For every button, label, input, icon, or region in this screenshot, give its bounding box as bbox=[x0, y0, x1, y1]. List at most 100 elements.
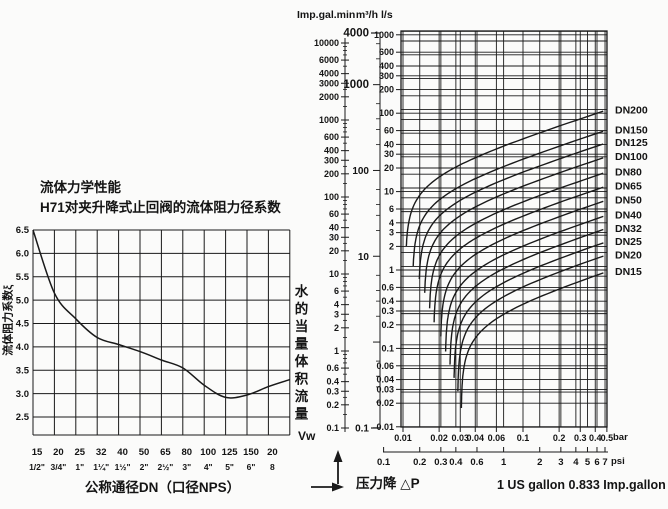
svg-text:1: 1 bbox=[501, 457, 507, 468]
svg-text:6000: 6000 bbox=[319, 55, 339, 65]
bar-unit-label: bar bbox=[613, 432, 628, 443]
svg-text:7: 7 bbox=[602, 457, 607, 468]
svg-text:3: 3 bbox=[334, 309, 339, 319]
svg-text:4.5: 4.5 bbox=[16, 319, 30, 330]
left-chart-grid bbox=[32, 229, 291, 436]
svg-text:DN200: DN200 bbox=[615, 104, 648, 116]
svg-text:20: 20 bbox=[384, 163, 394, 173]
pressure-drop-label: 压力降 △P bbox=[356, 476, 420, 491]
svg-text:10000: 10000 bbox=[314, 38, 339, 48]
svg-text:20: 20 bbox=[53, 447, 64, 458]
svg-text:0.1: 0.1 bbox=[355, 423, 369, 434]
svg-text:1": 1" bbox=[75, 462, 84, 472]
svg-text:0.5: 0.5 bbox=[601, 433, 614, 443]
dn-curves bbox=[405, 110, 604, 408]
bar-axis: 0.01 0.02 0.030.04 0.06 0.1 0.2 0.3 0.4 0.5 bbox=[394, 427, 613, 443]
svg-text:4: 4 bbox=[573, 457, 579, 468]
svg-text:2: 2 bbox=[389, 241, 394, 251]
svg-text:4: 4 bbox=[334, 300, 339, 310]
svg-text:DN150: DN150 bbox=[615, 125, 648, 137]
svg-text:DN80: DN80 bbox=[615, 166, 642, 178]
svg-text:DN32: DN32 bbox=[615, 223, 642, 235]
svg-text:0.4: 0.4 bbox=[381, 296, 394, 306]
svg-text:2½": 2½" bbox=[157, 462, 173, 472]
imp-gal-scale-header: Imp.gal.min bbox=[297, 9, 356, 21]
svg-text:32: 32 bbox=[96, 447, 107, 458]
imp-gal-scale: 1000060004000300020001000600400300200100… bbox=[314, 38, 349, 433]
left-chart-curve bbox=[32, 229, 291, 399]
svg-text:15: 15 bbox=[32, 447, 43, 458]
svg-text:0.4: 0.4 bbox=[449, 457, 463, 468]
svg-text:3.5: 3.5 bbox=[16, 365, 30, 376]
svg-text:200: 200 bbox=[379, 85, 394, 95]
left-chart-title: 流体力学性能 bbox=[40, 180, 121, 195]
right-chart-border bbox=[400, 30, 608, 428]
svg-text:1/2": 1/2" bbox=[29, 462, 45, 472]
svg-text:0.1: 0.1 bbox=[377, 457, 391, 468]
svg-text:0.6: 0.6 bbox=[326, 363, 339, 373]
svg-text:DN40: DN40 bbox=[615, 210, 642, 222]
svg-text:DN100: DN100 bbox=[615, 151, 648, 163]
left-chart-x-axis-label: 公称通径DN（口径NPS） bbox=[84, 480, 241, 495]
svg-text:6": 6" bbox=[247, 462, 256, 472]
svg-text:0.03: 0.03 bbox=[451, 433, 469, 443]
svg-text:100: 100 bbox=[352, 166, 369, 177]
svg-text:0.01: 0.01 bbox=[394, 433, 412, 443]
svg-text:40: 40 bbox=[384, 139, 394, 149]
svg-text:20: 20 bbox=[329, 246, 339, 256]
svg-text:1½": 1½" bbox=[115, 462, 131, 472]
svg-text:1000: 1000 bbox=[319, 115, 339, 125]
svg-text:100: 100 bbox=[200, 447, 216, 458]
svg-text:DN25: DN25 bbox=[615, 236, 642, 248]
svg-text:6.0: 6.0 bbox=[16, 249, 29, 260]
svg-text:8: 8 bbox=[270, 462, 275, 472]
svg-text:0.3: 0.3 bbox=[574, 433, 587, 443]
svg-text:0.2: 0.2 bbox=[553, 433, 566, 443]
svg-text:2: 2 bbox=[334, 323, 339, 333]
left-chart-x-tick-labels-nps: 1/2" 3/4" 1" 1¼" 1½" 2" 2½" 3" 4" 5" 6" 8 bbox=[29, 462, 275, 472]
svg-text:600: 600 bbox=[324, 132, 339, 142]
flow-axis-label: 水的当量体积流量 bbox=[292, 284, 308, 424]
svg-text:3": 3" bbox=[182, 462, 191, 472]
left-chart-x-tick-labels-dn: 15 20 25 32 40 50 65 80 100 125 150 20 bbox=[32, 447, 278, 458]
svg-text:50: 50 bbox=[139, 447, 150, 458]
svg-text:0.4: 0.4 bbox=[326, 377, 339, 387]
psi-unit-label: psi bbox=[611, 456, 625, 467]
svg-text:0.02: 0.02 bbox=[376, 398, 394, 408]
svg-text:DN50: DN50 bbox=[615, 195, 642, 207]
svg-text:400: 400 bbox=[324, 146, 339, 156]
svg-text:3000: 3000 bbox=[319, 78, 339, 88]
svg-text:DN20: DN20 bbox=[615, 249, 642, 261]
svg-text:0.04: 0.04 bbox=[466, 433, 484, 443]
m3h-scale-header: m³/h bbox=[355, 9, 378, 21]
left-chart-subtitle: H71对夹升降式止回阀的流体阻力径系数 bbox=[40, 200, 281, 215]
svg-text:1: 1 bbox=[334, 346, 339, 356]
svg-text:3/4": 3/4" bbox=[50, 462, 66, 472]
svg-text:2.5: 2.5 bbox=[16, 412, 30, 423]
svg-text:30: 30 bbox=[384, 149, 394, 159]
svg-text:300: 300 bbox=[379, 71, 394, 81]
svg-text:100: 100 bbox=[379, 108, 394, 118]
svg-text:4000: 4000 bbox=[319, 69, 339, 79]
svg-text:40: 40 bbox=[117, 447, 128, 458]
gallon-conversion-note: 1 US gallon 0.833 Imp.gallon bbox=[497, 478, 666, 492]
up-arrow-icon bbox=[333, 450, 343, 484]
svg-text:0.3: 0.3 bbox=[381, 306, 394, 316]
svg-text:600: 600 bbox=[379, 47, 394, 57]
svg-text:6: 6 bbox=[389, 204, 394, 214]
svg-text:3.0: 3.0 bbox=[16, 389, 29, 400]
svg-text:2": 2" bbox=[140, 462, 149, 472]
svg-text:0.1: 0.1 bbox=[326, 423, 339, 433]
svg-text:2000: 2000 bbox=[319, 92, 339, 102]
svg-text:0.6: 0.6 bbox=[470, 457, 483, 468]
svg-text:1000: 1000 bbox=[343, 79, 369, 91]
svg-text:25: 25 bbox=[75, 447, 86, 458]
left-chart-y-tick-labels: 6.5 6.0 5.5 5.0 4.5 4.0 3.5 3.0 2.5 bbox=[16, 225, 30, 423]
svg-text:300: 300 bbox=[324, 155, 339, 165]
svg-text:200: 200 bbox=[324, 169, 339, 179]
svg-text:3: 3 bbox=[389, 228, 394, 238]
right-arrow-icon bbox=[311, 482, 344, 492]
